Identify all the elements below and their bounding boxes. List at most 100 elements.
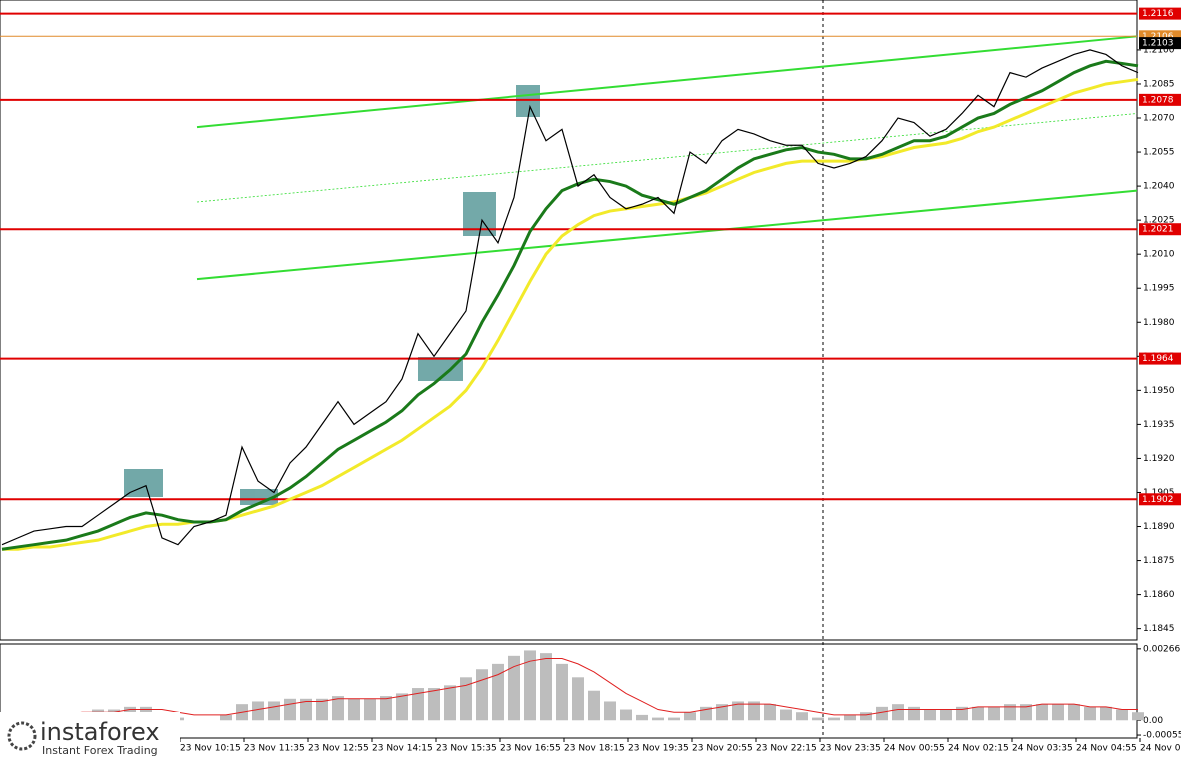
y-tick-label: 1.1950 xyxy=(1143,386,1175,396)
histogram-bar xyxy=(380,696,392,721)
histogram-bar xyxy=(444,685,456,721)
histogram-bar xyxy=(476,669,488,721)
x-tick-label: 23 Nov 23:35 xyxy=(820,744,881,754)
histogram-bar xyxy=(828,717,840,721)
x-tick-label: 24 Nov 03:35 xyxy=(1012,744,1073,754)
histogram-bar xyxy=(892,704,904,721)
histogram-bar xyxy=(796,712,808,721)
x-tick-label: 23 Nov 10:15 xyxy=(180,744,241,754)
y-tick-label: 1.2085 xyxy=(1143,79,1175,89)
histogram-bar xyxy=(284,698,296,721)
x-tick-label: 24 Nov 06:15 xyxy=(1140,744,1181,754)
histogram-bar xyxy=(1132,712,1144,721)
signal-line xyxy=(2,658,1138,719)
y-tick-label: 1.1995 xyxy=(1143,284,1175,294)
histogram-bar xyxy=(268,701,280,721)
histogram-bar xyxy=(300,698,312,721)
histogram-bar xyxy=(1084,706,1096,721)
histogram-bar xyxy=(668,717,680,721)
logo-tagline: Instant Forex Trading xyxy=(42,744,158,757)
x-tick-label: 23 Nov 18:15 xyxy=(564,744,625,754)
histogram-bar xyxy=(492,663,504,721)
histogram-bar xyxy=(1052,704,1064,721)
histogram-bar xyxy=(1020,704,1032,721)
trendline xyxy=(196,113,1138,203)
histogram-bar xyxy=(220,714,232,721)
histogram-bar xyxy=(764,704,776,721)
histogram-bar xyxy=(540,653,552,721)
y-tick-label: -0.00055 xyxy=(1143,731,1181,741)
histogram-bar xyxy=(748,701,760,721)
y-tick-label: 1.2010 xyxy=(1143,250,1175,260)
histogram-bar xyxy=(348,698,360,721)
histogram-bar xyxy=(252,701,264,721)
histogram-bar xyxy=(396,693,408,721)
x-tick-label: 23 Nov 22:15 xyxy=(756,744,817,754)
logo-icon xyxy=(7,721,37,751)
y-tick-label: 1.2100 xyxy=(1143,45,1175,55)
x-tick-label: 23 Nov 19:35 xyxy=(628,744,689,754)
histogram-bar xyxy=(956,706,968,721)
current-price-label: 1.2103 xyxy=(1142,39,1174,49)
histogram-bar xyxy=(684,712,696,721)
y-tick-label: 1.1890 xyxy=(1143,522,1175,532)
histogram-bar xyxy=(844,714,856,721)
x-tick-label: 23 Nov 12:55 xyxy=(308,744,369,754)
level-label: 1.1902 xyxy=(1142,495,1174,505)
level-label: 1.2106 xyxy=(1142,32,1174,42)
histogram-bar xyxy=(572,677,584,721)
y-tick-label: 1.2040 xyxy=(1143,182,1175,192)
level-tag xyxy=(1139,352,1181,365)
y-tick-label: 1.1875 xyxy=(1143,556,1175,566)
y-tick-label: 0.00 xyxy=(1143,716,1163,726)
x-tick-label: 23 Nov 20:55 xyxy=(692,744,753,754)
histogram-bar xyxy=(1116,709,1128,721)
histogram-bar xyxy=(620,709,632,721)
histogram-bar xyxy=(524,650,536,721)
histogram-bar xyxy=(812,717,824,721)
histogram-bar xyxy=(412,688,424,721)
logo-box xyxy=(0,712,180,760)
histogram-bar xyxy=(732,701,744,721)
x-tick-label: 23 Nov 14:15 xyxy=(372,744,433,754)
level-tag xyxy=(1139,223,1181,236)
trendline xyxy=(196,189,1138,281)
y-tick-label: 1.1935 xyxy=(1143,420,1175,430)
histogram-bar xyxy=(556,663,568,721)
y-tick-label: 1.2055 xyxy=(1143,148,1175,158)
level-tag xyxy=(1139,493,1181,506)
histogram-bar xyxy=(316,698,328,721)
histogram-bar xyxy=(1036,704,1048,721)
trendline xyxy=(196,35,1138,129)
level-tag xyxy=(1139,7,1181,20)
histogram-bar xyxy=(1100,706,1112,721)
histogram-bar xyxy=(604,701,616,721)
level-label: 1.2021 xyxy=(1142,225,1174,235)
histogram-bar xyxy=(972,706,984,721)
price-panel xyxy=(0,0,1138,641)
level-label: 1.2078 xyxy=(1142,95,1174,105)
histogram-bar xyxy=(428,688,440,721)
histogram-bar xyxy=(588,690,600,721)
level-tag xyxy=(1139,93,1181,106)
level-label: 1.1964 xyxy=(1142,354,1174,364)
histogram-bar xyxy=(636,714,648,721)
histogram-bar xyxy=(988,706,1000,721)
histogram-bar xyxy=(508,655,520,721)
level-label: 1.2116 xyxy=(1142,9,1174,19)
series-ma-fast xyxy=(1,59,1139,551)
indicator-panel xyxy=(0,643,1138,739)
histogram-bar xyxy=(924,709,936,721)
series-price xyxy=(1,49,1139,546)
y-tick-label: 1.1905 xyxy=(1143,488,1175,498)
x-tick-label: 23 Nov 16:55 xyxy=(500,744,561,754)
histogram-bar xyxy=(876,706,888,721)
x-tick-label: 24 Nov 00:55 xyxy=(884,744,945,754)
current-price-tag xyxy=(1139,37,1181,50)
y-tick-label: 1.1860 xyxy=(1143,590,1175,600)
y-tick-label: 1.1845 xyxy=(1143,624,1175,634)
histogram-bar xyxy=(652,717,664,721)
y-tick-label: 1.2070 xyxy=(1143,114,1175,124)
x-tick-label: 23 Nov 11:35 xyxy=(244,744,305,754)
x-tick-label: 24 Nov 04:55 xyxy=(1076,744,1137,754)
